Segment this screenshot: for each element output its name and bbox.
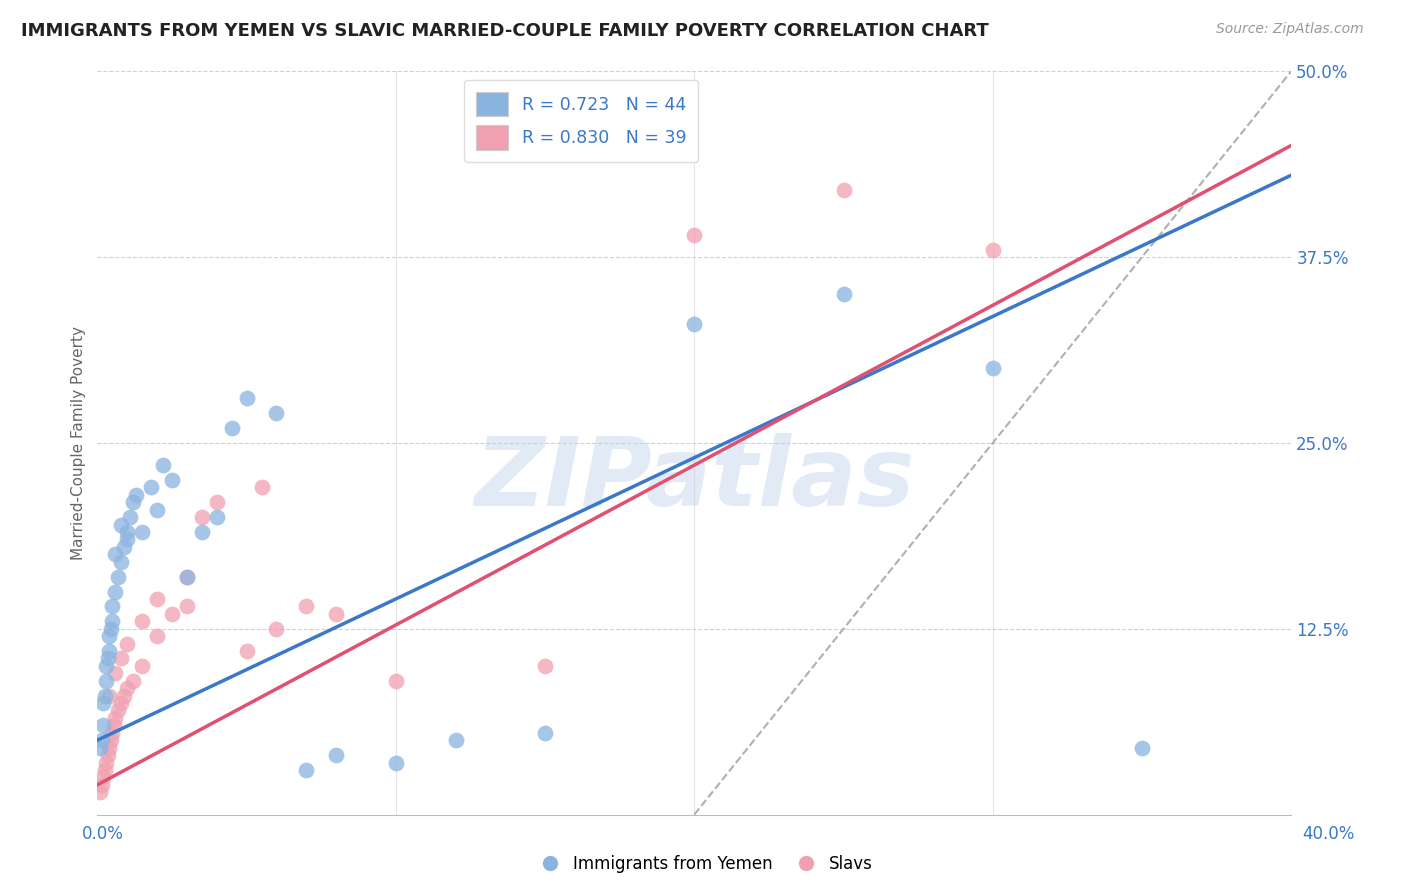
Point	[90, 733, 112, 747]
Point	[981, 243, 1004, 257]
Point	[250, 480, 273, 494]
Point	[120, 510, 142, 524]
Point	[98, 629, 121, 643]
Point	[97, 748, 120, 763]
Point	[104, 711, 127, 725]
Point	[115, 636, 138, 650]
Point	[683, 227, 706, 242]
Text: 40.0%: 40.0%	[1302, 825, 1355, 843]
Point	[115, 533, 138, 547]
Point	[98, 689, 121, 703]
Point	[1130, 740, 1153, 755]
Point	[100, 733, 122, 747]
Point	[96, 658, 118, 673]
Point	[139, 480, 162, 494]
Point	[90, 778, 112, 792]
Point	[115, 524, 138, 539]
Point	[122, 495, 145, 509]
Point	[89, 785, 111, 799]
Point	[146, 502, 169, 516]
Point	[832, 183, 855, 197]
Point	[104, 666, 127, 681]
Text: IMMIGRANTS FROM YEMEN VS SLAVIC MARRIED-COUPLE FAMILY POVERTY CORRELATION CHART: IMMIGRANTS FROM YEMEN VS SLAVIC MARRIED-…	[21, 22, 988, 40]
Point	[107, 569, 129, 583]
Point	[266, 406, 288, 420]
Point	[146, 591, 169, 606]
Point	[295, 763, 318, 777]
Point	[100, 622, 122, 636]
Point	[91, 771, 114, 785]
Legend: R = 0.723   N = 44, R = 0.830   N = 39: R = 0.723 N = 44, R = 0.830 N = 39	[464, 79, 699, 161]
Legend: Immigrants from Yemen, Slavs: Immigrants from Yemen, Slavs	[526, 848, 880, 880]
Point	[96, 673, 118, 688]
Point	[191, 524, 214, 539]
Point	[385, 756, 408, 770]
Point	[122, 673, 145, 688]
Point	[683, 317, 706, 331]
Point	[235, 391, 257, 405]
Point	[89, 740, 111, 755]
Point	[125, 488, 148, 502]
Point	[107, 703, 129, 717]
Point	[131, 658, 153, 673]
Point	[152, 458, 174, 472]
Point	[325, 748, 347, 763]
Point	[94, 689, 117, 703]
Point	[98, 644, 121, 658]
Point	[101, 614, 124, 628]
Point	[110, 651, 132, 665]
Point	[96, 756, 118, 770]
Point	[91, 696, 114, 710]
Point	[205, 495, 228, 509]
Point	[98, 740, 121, 755]
Point	[146, 629, 169, 643]
Point	[112, 689, 135, 703]
Text: ZIPatlas: ZIPatlas	[474, 434, 915, 526]
Point	[101, 599, 124, 614]
Point	[160, 607, 183, 621]
Point	[91, 718, 114, 732]
Point	[266, 622, 288, 636]
Point	[385, 673, 408, 688]
Point	[103, 718, 125, 732]
Point	[295, 599, 318, 614]
Point	[112, 540, 135, 554]
Point	[205, 510, 228, 524]
Point	[221, 421, 243, 435]
Y-axis label: Married-Couple Family Poverty: Married-Couple Family Poverty	[72, 326, 86, 560]
Point	[131, 524, 153, 539]
Point	[176, 569, 198, 583]
Point	[110, 696, 132, 710]
Point	[160, 473, 183, 487]
Point	[176, 599, 198, 614]
Point	[444, 733, 467, 747]
Point	[115, 681, 138, 695]
Point	[191, 510, 214, 524]
Point	[981, 361, 1004, 376]
Point	[97, 651, 120, 665]
Point	[534, 658, 557, 673]
Point	[110, 555, 132, 569]
Point	[104, 547, 127, 561]
Point	[235, 644, 257, 658]
Text: Source: ZipAtlas.com: Source: ZipAtlas.com	[1216, 22, 1364, 37]
Point	[110, 517, 132, 532]
Point	[101, 725, 124, 739]
Text: 0.0%: 0.0%	[82, 825, 124, 843]
Point	[176, 569, 198, 583]
Point	[325, 607, 347, 621]
Point	[131, 614, 153, 628]
Point	[104, 584, 127, 599]
Point	[94, 763, 117, 777]
Point	[832, 287, 855, 301]
Point	[534, 725, 557, 739]
